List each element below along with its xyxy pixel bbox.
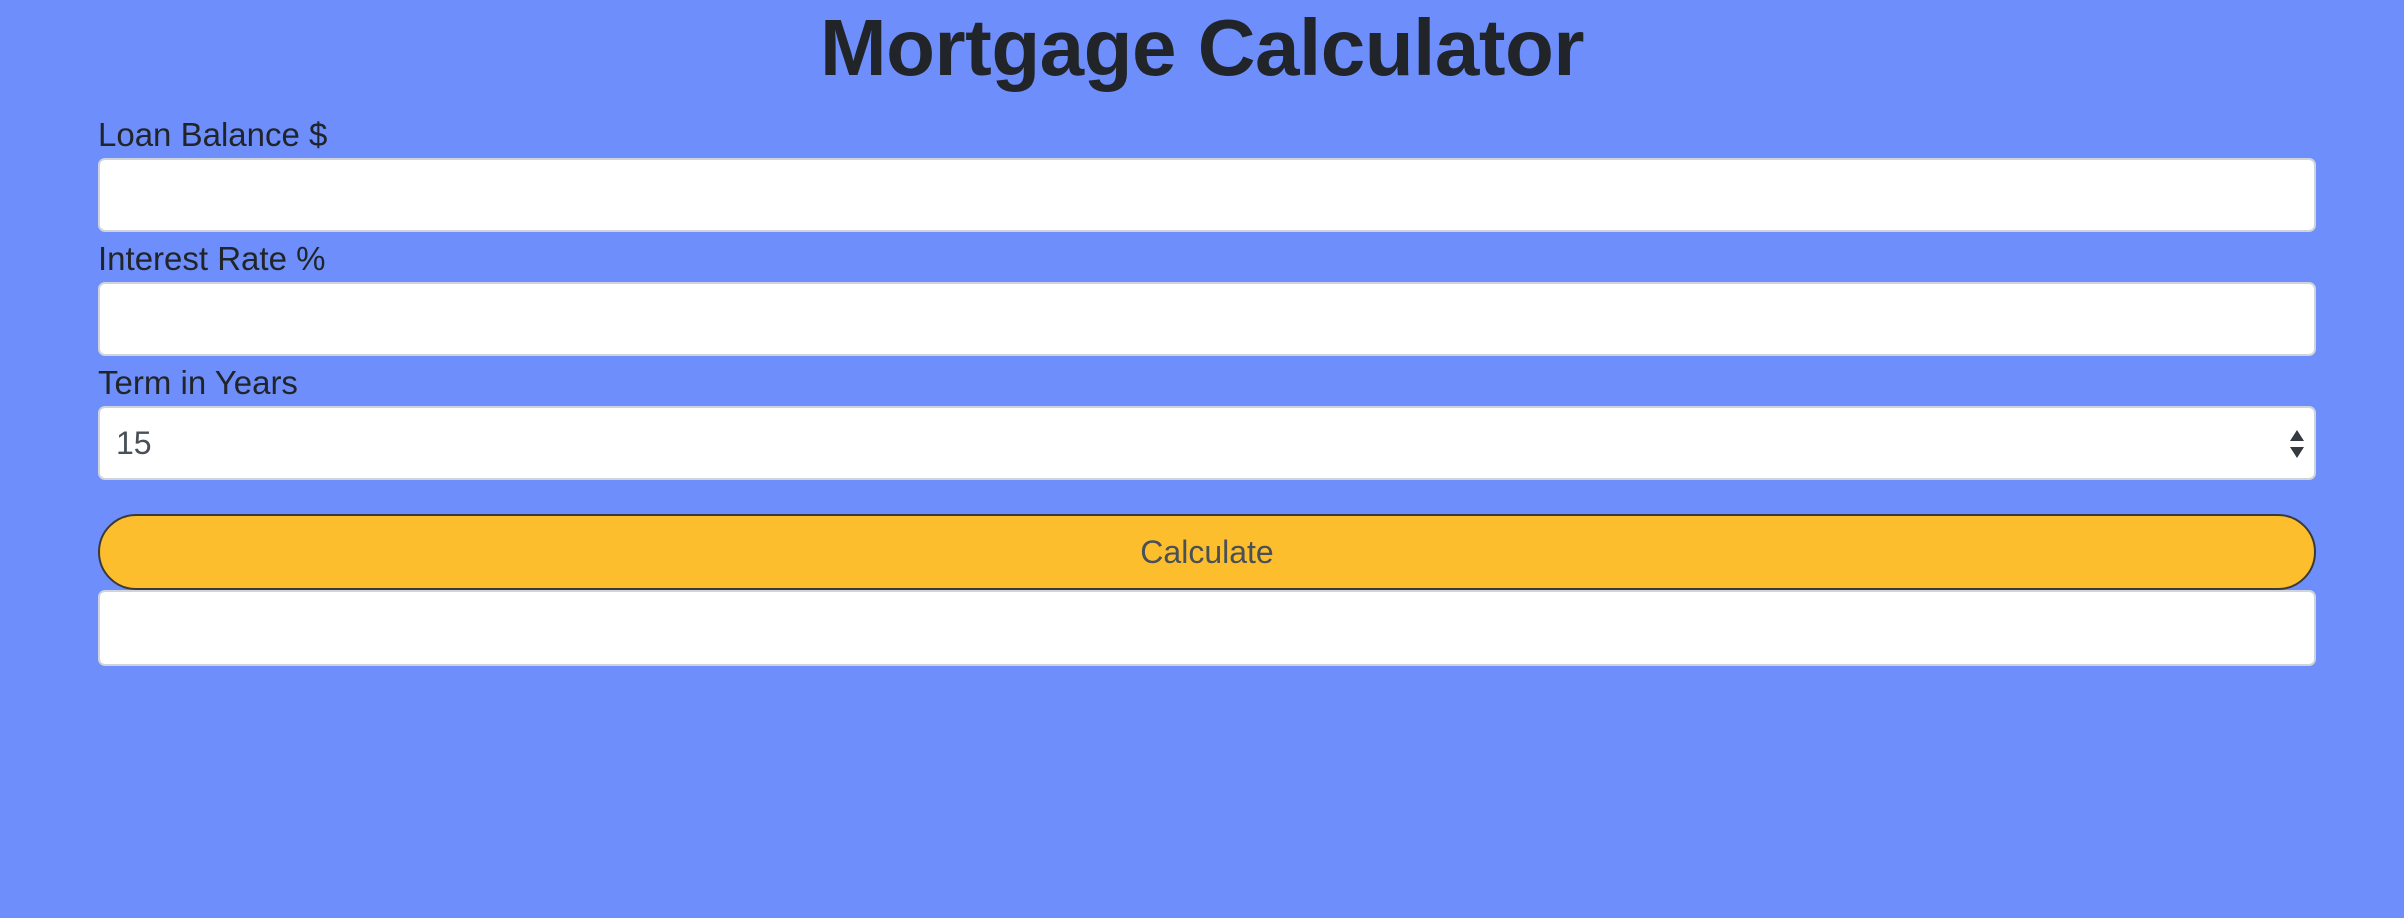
term-selected-value: 15 [116, 425, 152, 461]
interest-rate-label: Interest Rate % [98, 240, 326, 277]
term-select[interactable]: 15 [98, 406, 2316, 480]
select-arrows-icon [2288, 427, 2306, 461]
term-label: Term in Years [98, 364, 298, 401]
page-title: Mortgage Calculator [820, 3, 1584, 92]
calculate-button[interactable]: Calculate [98, 514, 2316, 590]
interest-rate-input[interactable] [98, 282, 2316, 356]
loan-balance-label: Loan Balance $ [98, 116, 328, 153]
result-output [98, 590, 2316, 666]
loan-balance-input[interactable] [98, 158, 2316, 232]
